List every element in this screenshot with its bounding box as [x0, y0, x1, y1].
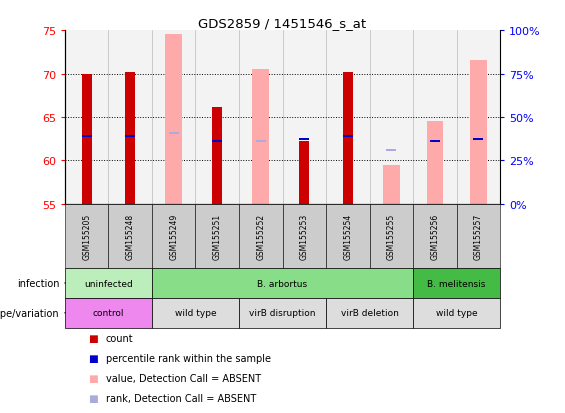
Bar — [82, 136, 92, 138]
Text: GSM155248: GSM155248 — [126, 214, 134, 259]
Text: control: control — [93, 309, 124, 318]
Bar — [343, 136, 353, 138]
Bar — [239, 31, 282, 204]
Bar — [108, 31, 152, 204]
Text: ■: ■ — [88, 373, 97, 383]
Bar — [282, 31, 326, 204]
Text: ■: ■ — [88, 333, 97, 343]
Text: virB disruption: virB disruption — [249, 309, 316, 318]
Bar — [125, 73, 135, 204]
Bar — [343, 73, 353, 204]
Bar — [125, 136, 135, 138]
Text: infection: infection — [17, 278, 59, 288]
Text: B. arbortus: B. arbortus — [258, 279, 307, 288]
Text: GSM155254: GSM155254 — [344, 214, 352, 259]
Text: genotype/variation: genotype/variation — [0, 308, 59, 318]
Text: GSM155253: GSM155253 — [300, 214, 308, 259]
Bar — [326, 31, 370, 204]
Text: GSM155252: GSM155252 — [257, 214, 265, 259]
Text: percentile rank within the sample: percentile rank within the sample — [106, 353, 271, 363]
Bar — [166, 36, 182, 204]
Text: value, Detection Call = ABSENT: value, Detection Call = ABSENT — [106, 373, 261, 383]
Text: wild type: wild type — [436, 309, 477, 318]
Bar — [383, 166, 399, 204]
Text: ■: ■ — [88, 353, 97, 363]
Bar — [82, 74, 92, 204]
Bar — [195, 31, 239, 204]
Bar — [299, 142, 309, 204]
Bar — [169, 132, 179, 134]
Bar — [473, 138, 483, 140]
Text: count: count — [106, 333, 133, 343]
Text: GSM155255: GSM155255 — [387, 214, 396, 259]
Text: virB deletion: virB deletion — [341, 309, 398, 318]
Text: wild type: wild type — [175, 309, 216, 318]
Bar — [470, 61, 486, 204]
Bar — [370, 31, 413, 204]
Title: GDS2859 / 1451546_s_at: GDS2859 / 1451546_s_at — [198, 17, 367, 30]
Text: GSM155205: GSM155205 — [82, 214, 91, 259]
Bar — [256, 141, 266, 143]
Bar — [65, 31, 108, 204]
Bar — [430, 141, 440, 143]
Bar — [413, 31, 457, 204]
Bar — [299, 138, 309, 140]
Bar — [457, 31, 500, 204]
Text: GSM155251: GSM155251 — [213, 214, 221, 259]
Text: GSM155256: GSM155256 — [431, 214, 439, 259]
Text: ■: ■ — [88, 393, 97, 403]
Bar — [212, 141, 222, 143]
Text: GSM155257: GSM155257 — [474, 214, 483, 259]
Bar — [386, 150, 396, 152]
Bar — [212, 107, 222, 204]
Text: GSM155249: GSM155249 — [170, 214, 178, 259]
Text: rank, Detection Call = ABSENT: rank, Detection Call = ABSENT — [106, 393, 256, 403]
Bar — [427, 122, 443, 204]
Bar — [253, 70, 269, 204]
Text: B. melitensis: B. melitensis — [427, 279, 486, 288]
Text: uninfected: uninfected — [84, 279, 133, 288]
Bar — [152, 31, 195, 204]
